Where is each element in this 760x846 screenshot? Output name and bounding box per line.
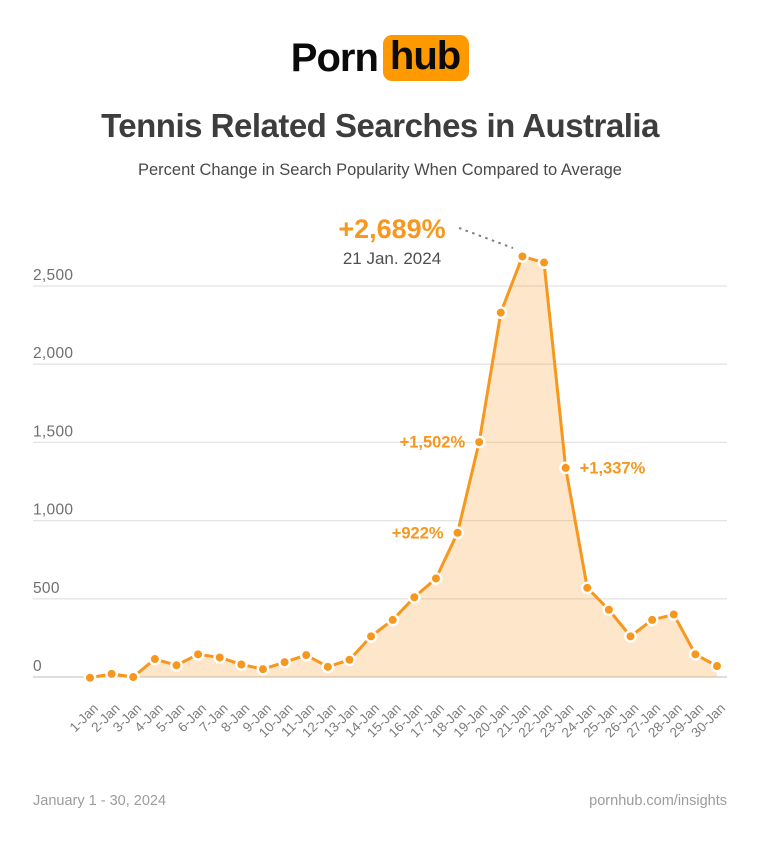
data-point (191, 647, 205, 661)
value-annotation: +922% (392, 524, 444, 542)
y-axis-tick-label: 1,000 (33, 502, 73, 519)
footer-site-url: pornhub.com/insights (589, 793, 727, 809)
peak-value-label: +2,689% (338, 214, 445, 244)
data-point (602, 603, 616, 617)
data-point (559, 461, 573, 475)
data-point (429, 572, 443, 585)
data-point (624, 629, 637, 643)
data-point (321, 660, 335, 674)
data-point (256, 662, 270, 676)
pornhub-logo: Porn hub (0, 0, 760, 83)
data-point (645, 613, 659, 627)
data-point (170, 658, 183, 672)
data-point (580, 581, 594, 595)
footer: January 1 - 30, 2024 pornhub.com/insight… (0, 793, 760, 809)
y-axis-tick-label: 2,500 (33, 267, 73, 284)
footer-date-range: January 1 - 30, 2024 (33, 793, 167, 809)
data-point (299, 648, 313, 662)
data-point (83, 671, 97, 685)
data-point (213, 651, 227, 664)
data-point (537, 256, 551, 269)
data-point (451, 526, 464, 540)
y-axis-tick-label: 500 (33, 580, 60, 597)
data-point (105, 667, 119, 681)
logo-porn-text: Porn (290, 36, 379, 80)
tennis-searches-area-chart: 05001,0001,5002,0002,5001-Jan2-Jan3-Jan4… (33, 214, 728, 740)
data-point (234, 658, 248, 671)
page-subtitle: Percent Change in Search Popularity When… (138, 161, 622, 179)
y-axis-tick-label: 1,500 (33, 423, 73, 440)
data-point (126, 670, 140, 684)
peak-callout-connector (458, 227, 514, 249)
logo-hub-badge: hub (382, 35, 470, 81)
page-title: Tennis Related Searches in Australia (101, 107, 659, 144)
peak-date-label: 21 Jan. 2024 (343, 249, 441, 268)
value-annotation: +1,337% (580, 459, 646, 477)
data-point (516, 250, 529, 263)
y-axis-tick-label: 0 (33, 658, 42, 675)
data-point (386, 613, 400, 627)
value-annotation: +1,502% (400, 434, 466, 452)
data-point (148, 652, 162, 666)
data-point (472, 435, 486, 449)
data-point (494, 306, 508, 319)
data-point (667, 608, 681, 621)
data-point (710, 659, 724, 673)
data-point (407, 590, 421, 604)
area-fill (90, 256, 717, 677)
data-point (688, 647, 702, 661)
data-point (364, 629, 378, 643)
data-point (278, 655, 291, 669)
data-point (343, 653, 356, 667)
y-axis-tick-label: 2,000 (33, 345, 73, 362)
